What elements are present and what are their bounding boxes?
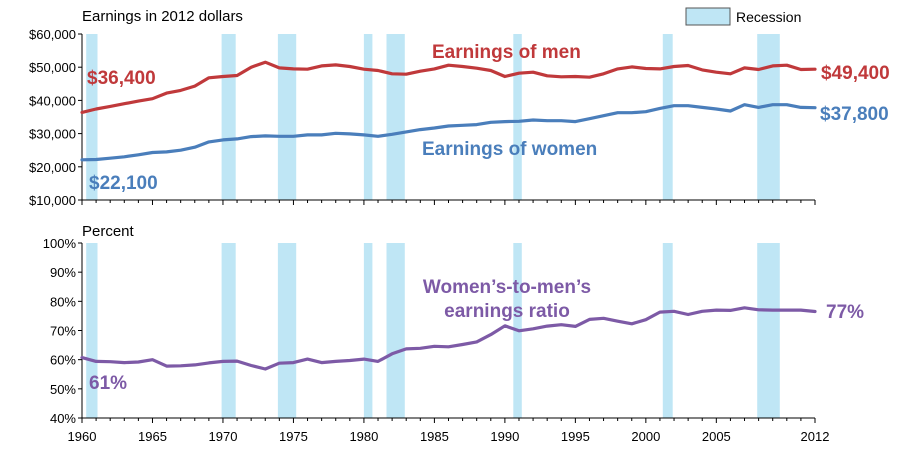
bottom-y-tick-label: 50% [50,382,76,397]
top-panel-title: Earnings in 2012 dollars [82,8,243,25]
recession-band-bottom-3 [363,243,373,418]
recession-band-top-2 [277,34,297,200]
recession-legend-label: Recession [736,9,801,25]
top-y-tick-label: $40,000 [29,93,76,108]
top-y-tick-label: $60,000 [29,27,76,42]
women-start-label: $22,100 [89,173,158,194]
bottom-y-tick-label: 70% [50,324,76,339]
bottom-y-tick-label: 40% [50,411,76,426]
ratio-end-label: 77% [826,302,864,323]
women-end-label: $37,800 [820,104,889,125]
top-y-tick-label: $10,000 [29,193,76,208]
recession-band-bottom-4 [386,243,405,418]
ratio-series-label-line1: Women’s-to-men’s [423,277,591,298]
x-tick-label: 1995 [561,429,590,444]
recession-bands-bottom [86,243,780,418]
x-tick-label: 1970 [209,429,238,444]
x-tick-label: 1985 [420,429,449,444]
recession-band-top-3 [363,34,373,200]
x-tick-label: 1960 [68,429,97,444]
men-start-label: $36,400 [87,68,156,89]
recession-band-top-1 [221,34,236,200]
earnings-ratio-line [80,306,817,371]
recession-band-top-7 [757,34,780,200]
bottom-y-tick-label: 60% [50,353,76,368]
top-y-tick-label: $20,000 [29,160,76,175]
men-earnings-line [80,60,817,115]
recession-band-top-5 [513,34,522,200]
x-tick-label: 1975 [279,429,308,444]
recession-band-top-6 [662,34,673,200]
axes: $10,000 $20,000 $30,000 $40,000 $50,000 $60,0… [29,27,829,444]
recession-band-bottom-7 [757,243,780,418]
recession-band-bottom-6 [662,243,673,418]
men-end-label: $49,400 [821,63,890,84]
x-tick-label: 1990 [490,429,519,444]
series-lines [80,60,817,371]
recession-legend-swatch [685,7,731,26]
recession-band-bottom-2 [277,243,297,418]
ratio-series-label-line2: earnings ratio [444,301,570,322]
bottom-y-tick-label: 90% [50,265,76,280]
x-tick-label: 2012 [801,429,830,444]
bottom-panel-title: Percent [82,223,135,240]
top-y-tick-label: $50,000 [29,60,76,75]
x-tick-label: 2005 [702,429,731,444]
x-tick-label: 1965 [138,429,167,444]
ratio-start-label: 61% [89,373,127,394]
recession-band-bottom-0 [86,243,98,418]
top-y-tick-label: $30,000 [29,127,76,142]
men-series-label: Earnings of men [432,42,581,63]
recession-band-top-4 [386,34,405,200]
women-earnings-line [80,103,817,162]
recession-band-bottom-1 [221,243,236,418]
bottom-y-tick-label: 80% [50,294,76,309]
x-tick-label: 1980 [349,429,378,444]
recession-band-top-0 [86,34,98,200]
x-tick-label: 2000 [631,429,660,444]
women-series-label: Earnings of women [422,139,597,160]
bottom-y-tick-label: 100% [43,236,77,251]
